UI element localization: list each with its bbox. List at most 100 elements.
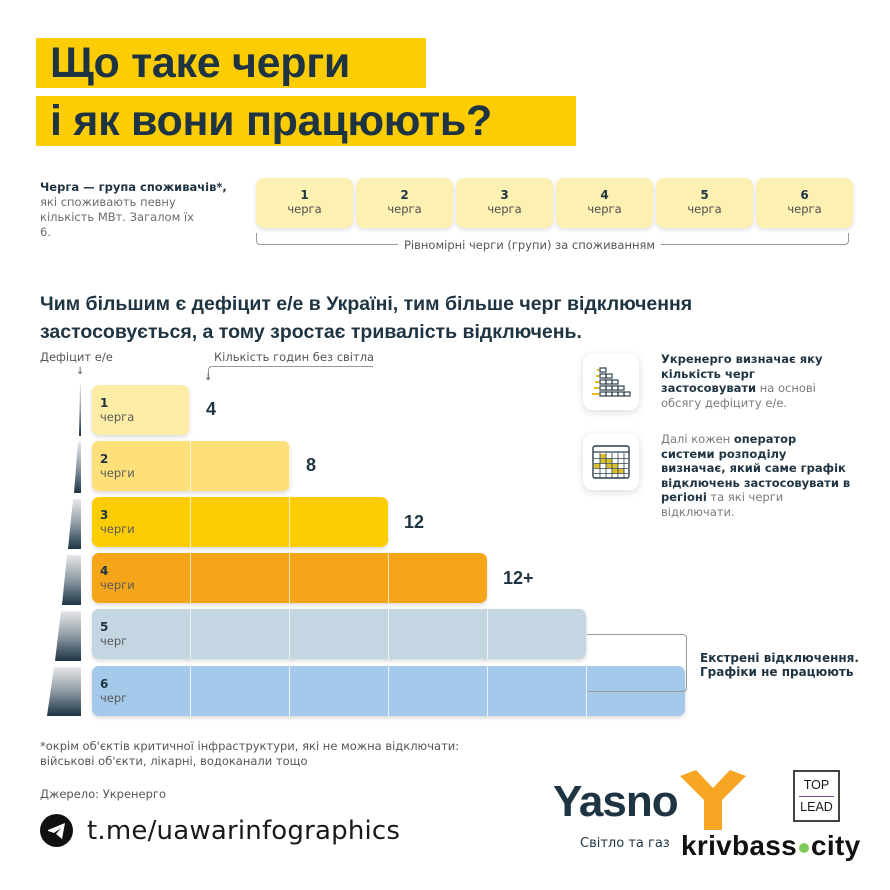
intro-text: Черга — група споживачів*, які споживают… (40, 180, 255, 240)
yasno-subtitle: Світло та газ (580, 836, 670, 851)
bar-queue-1: 1 черга (92, 385, 189, 435)
emergency-line-1: Екстрені відключення. (700, 651, 859, 665)
info-operator: Далі кожен оператор системи розподілу ви… (661, 432, 851, 519)
queue-box: 4 черга (556, 178, 653, 228)
queue-label: черга (587, 202, 622, 216)
bar-unit: черги (100, 578, 135, 592)
deficit-wedge (47, 384, 81, 716)
toplead-top: TOP (803, 778, 830, 792)
source: Джерело: Укренерго (40, 787, 167, 801)
queue-label: черга (787, 202, 822, 216)
emergency-bracket (587, 634, 687, 692)
bar-segment (290, 553, 389, 603)
title-line-1: Що таке черги (36, 38, 426, 88)
queue-label: черга (487, 202, 522, 216)
queue-number: 4 (600, 188, 609, 202)
footnote-line-1: *окрім об'єктів критичної інфраструктури… (40, 739, 460, 753)
telegram-url[interactable]: t.me/uawarinfographics (87, 815, 401, 846)
bar-label: 4 черги (100, 564, 135, 593)
info-ukrenergo-rest: на основі обсягу дефіциту е/е. (661, 381, 816, 410)
info-ukrenergo-bold: Укренерго визначає яку кількість черг за… (661, 352, 823, 395)
watermark-right: city (811, 830, 861, 861)
bar-segment (191, 497, 290, 547)
bar-queue-2: 2 черги (92, 441, 290, 491)
bar-segment (290, 497, 388, 547)
bar-label: 3 черги (100, 508, 135, 537)
bar-unit: черги (100, 522, 135, 536)
bar-segment (191, 441, 290, 491)
toplead-bottom: LEAD (800, 800, 833, 814)
bar-segment (290, 666, 389, 716)
queue-number: 3 (500, 188, 509, 202)
hours-value-3: 12 (404, 512, 425, 532)
toplead-logo: TOP LEAD (793, 770, 840, 822)
bar-segment (92, 609, 191, 659)
subheading: Чим більшим є дефіцит е/е в Україні, тим… (40, 293, 693, 343)
hours-value-4: 12+ (503, 568, 534, 588)
queue-box: 2 черга (356, 178, 453, 228)
footnote-line-2: військові об'єкти, лікарні, водоканали т… (40, 754, 308, 768)
queue-label: черга (687, 202, 722, 216)
queue-number: 5 (700, 188, 709, 202)
bar-label: 5 черг (100, 620, 128, 649)
hours-label: Кількість годин без світла (214, 350, 375, 364)
yasno-logo-text: Yasno (553, 777, 679, 826)
bar-queue-4: 4 черги (92, 553, 487, 603)
queue-box: 3 черга (456, 178, 553, 228)
bar-label: 6 черг (100, 677, 128, 706)
queues-bracket-label: Рівномірні черги (групи) за споживанням (398, 238, 662, 252)
arrow-down-icon: ↓ (76, 366, 85, 377)
hours-value-2: 8 (306, 455, 317, 475)
bar-segment (191, 666, 290, 716)
queue-label: черга (287, 202, 322, 216)
queue-label: черга (387, 202, 422, 216)
queue-number: 2 (400, 188, 409, 202)
bar-number: 5 (100, 620, 109, 634)
bar-number: 1 (100, 396, 109, 410)
bar-unit: черга (100, 410, 135, 424)
bar-segment (389, 666, 488, 716)
footnote: *окрім об'єктів критичної інфраструктури… (40, 739, 459, 769)
bar-segment (92, 441, 191, 491)
bar-number: 3 (100, 508, 109, 522)
queue-box: 5 черга (656, 178, 753, 228)
emergency-line-2: Графіки не працюють (700, 665, 854, 679)
bar-label: 2 черги (100, 452, 135, 481)
bar-queue-3: 3 черги (92, 497, 388, 547)
bar-number: 2 (100, 452, 109, 466)
queue-number: 1 (300, 188, 309, 202)
queue-box: 6 черга (756, 178, 853, 228)
bar-number: 4 (100, 564, 109, 578)
telegram-link[interactable]: t.me/uawarinfographics (40, 814, 400, 847)
yasno-y-logo-icon (680, 770, 746, 830)
info-ukrenergo: Укренерго визначає яку кількість черг за… (661, 352, 851, 410)
info-operator-pre: Далі кожен (661, 432, 734, 446)
watermark: krivbass city (681, 830, 861, 862)
bar-unit: черг (100, 691, 128, 705)
watermark-left: krivbass (681, 830, 798, 861)
queue-number: 6 (800, 188, 809, 202)
schedule-table-icon (583, 434, 639, 490)
emergency-text: Екстрені відключення. Графіки не працюют… (700, 651, 859, 679)
hours-connector (208, 366, 373, 378)
bar-segment (92, 553, 191, 603)
bar-segment (92, 497, 191, 547)
bar-unit: черг (100, 634, 128, 648)
bar-number: 6 (100, 677, 109, 691)
telegram-icon (40, 814, 73, 847)
info-operator-rest: та які черги відключати. (661, 490, 784, 519)
bar-segment (488, 609, 586, 659)
title-line-2: і як вони працюють? (36, 96, 576, 146)
watermark-dot-icon (799, 843, 810, 853)
bar-segment (488, 666, 587, 716)
intro-bold: Черга — група споживачів*, (40, 180, 227, 194)
bar-segment (290, 609, 389, 659)
bar-segment (191, 609, 290, 659)
bar-segment (389, 553, 487, 603)
bar-segment (389, 609, 488, 659)
arrow-down-icon: ↓ (204, 372, 213, 383)
queue-row: 1 черга 2 черга 3 черга 4 черга 5 черга 6 черг… (256, 178, 853, 228)
info-operator-bold: оператор системи розподілу визначає, яки… (661, 432, 851, 504)
bar-segment (191, 553, 290, 603)
bar-queue-5: 5 черг (92, 609, 586, 659)
